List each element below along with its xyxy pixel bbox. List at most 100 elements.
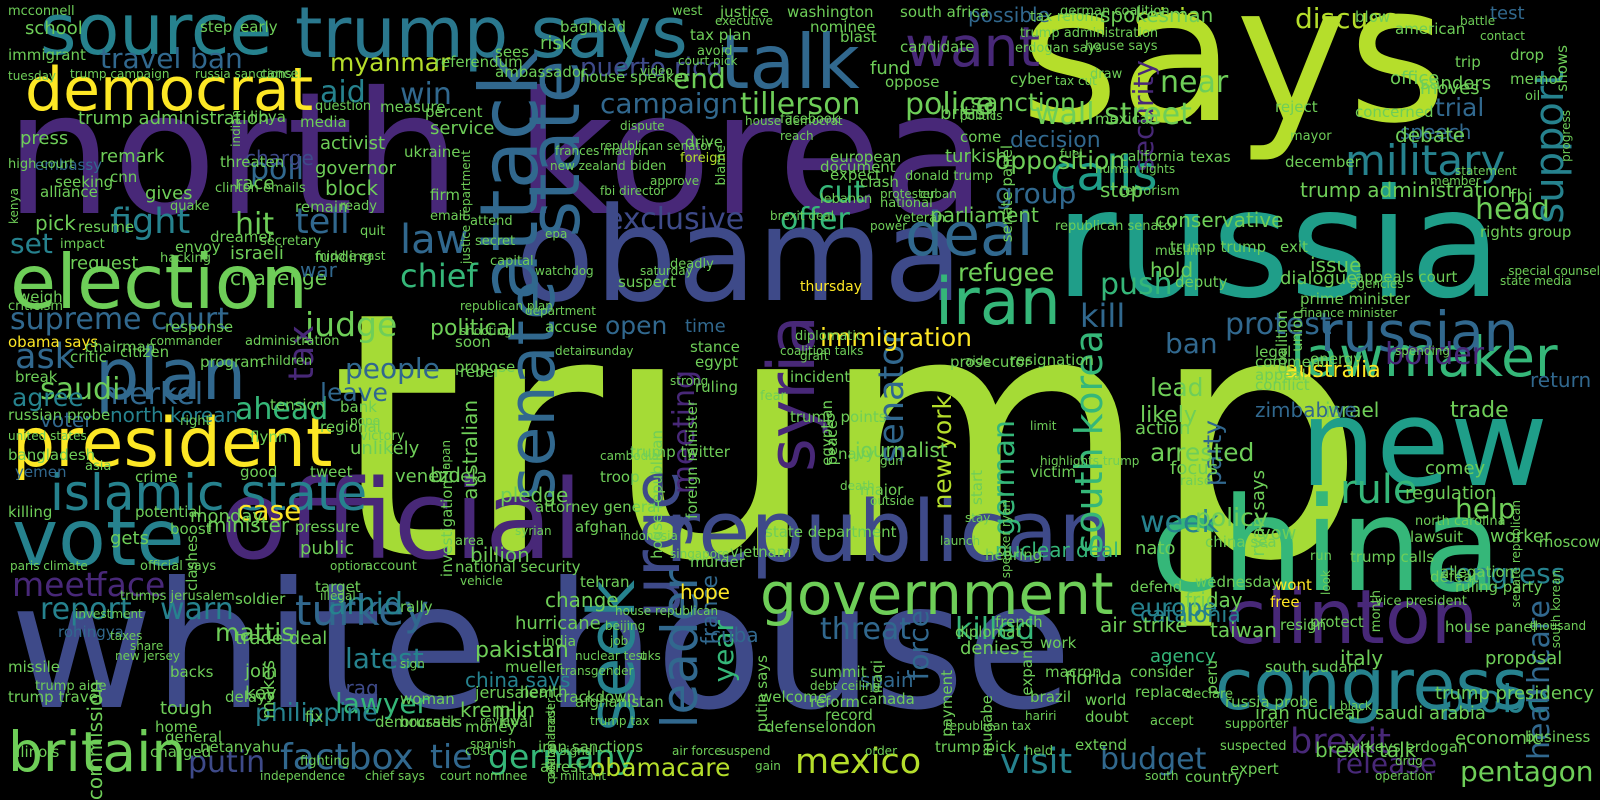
word-congress: congress — [1215, 644, 1529, 726]
word-russian-probe: russian probe — [8, 406, 111, 424]
word-order: order — [865, 744, 897, 758]
word-delay: delay — [225, 688, 266, 706]
word-gets: gets — [110, 528, 149, 549]
word-minister: minister — [207, 513, 290, 537]
word-funding: funding — [315, 248, 373, 266]
word-government: government — [760, 560, 1114, 628]
word-consider: consider — [1130, 663, 1194, 681]
word-defeat: defeat — [1430, 568, 1479, 586]
word-stance: stance — [690, 338, 740, 356]
word-refugee: refugee — [958, 258, 1055, 287]
word-area: area — [455, 534, 484, 549]
word-extend: extend — [1075, 736, 1127, 754]
word-pentagon: pentagon — [1460, 755, 1594, 788]
word-canada: canada — [860, 690, 915, 708]
word-review: review — [480, 714, 520, 728]
word-makes: makes — [258, 660, 279, 719]
word-trump-presidency: trump presidency — [1435, 683, 1594, 704]
word-ask: ask — [15, 337, 75, 377]
word-trump-trump: trump trump — [1170, 238, 1267, 256]
word-launch: launch — [940, 534, 981, 548]
word-reject: reject — [1275, 98, 1318, 116]
word-exit: exit — [1280, 238, 1308, 256]
word-public: public — [300, 538, 355, 559]
word-trip: trip — [1455, 53, 1481, 71]
word-ban: ban — [1165, 327, 1218, 360]
word-british: british — [940, 103, 997, 124]
word-defense: defense — [765, 718, 825, 736]
word-avoid: avoid — [697, 44, 733, 59]
word-victim: victim — [1030, 463, 1076, 481]
word-debate: debate — [1395, 123, 1466, 147]
word-ryan-says: ryan says — [1248, 470, 1269, 557]
word-police: police — [905, 87, 995, 122]
word-senate-panel: senate panel — [998, 145, 1016, 243]
word-opposition: opposition — [995, 146, 1126, 175]
word-statement: statement — [1455, 164, 1517, 178]
word-plan: plan — [95, 334, 247, 416]
word-saudi: saudi — [40, 372, 121, 407]
word-official: official — [220, 456, 583, 584]
word-trump-calls: trump calls — [1350, 548, 1435, 566]
word-kill: kill — [1080, 297, 1126, 335]
word-united-states: united states — [8, 429, 87, 443]
word-link: link — [495, 703, 527, 724]
word-set: set — [10, 227, 53, 260]
word-fighting: fighting — [300, 754, 350, 769]
word-doubt: doubt — [1085, 708, 1129, 726]
word-protect: protect — [1310, 613, 1364, 631]
word-action: action — [1135, 418, 1191, 439]
word-military: military — [1345, 136, 1506, 185]
word-exclusive: exclusive — [605, 202, 745, 237]
word-trump-campaign: trump campaign — [70, 67, 170, 81]
word-union: union — [1288, 310, 1306, 352]
word-charge: charge — [245, 146, 314, 170]
word-debt-ceiling: debt ceiling — [810, 679, 881, 693]
word-putin: putin — [188, 745, 266, 780]
word-arrested: arrested — [1150, 438, 1255, 467]
word-europe: europe — [1130, 593, 1218, 622]
word-tax-cut: tax cut — [1055, 74, 1097, 88]
word-measure: measure — [380, 98, 446, 116]
word-cancel: cancel — [260, 67, 303, 82]
word-head: head — [1475, 192, 1550, 227]
word-weigh: weigh — [18, 288, 63, 306]
word-lawyer: lawyer — [335, 687, 429, 720]
word-executive: executive — [715, 14, 774, 28]
word-republican-tax: republican tax — [945, 719, 1032, 733]
word-turkey: turkey — [295, 586, 429, 635]
word-north-korea: north korea — [5, 56, 987, 254]
word-house-panel: house panel — [1445, 618, 1537, 636]
word-mueller: mueller — [505, 658, 563, 676]
word-brexit-deal: brexit deal — [770, 209, 835, 223]
word-thursday: thursday — [800, 279, 863, 295]
word-kremlin: kremlin — [460, 698, 535, 722]
word-step: step — [200, 18, 233, 36]
word-department: department — [525, 304, 596, 318]
word-aide: aide — [965, 354, 991, 368]
word-pledge: pledge — [500, 483, 569, 507]
word-libya: libya — [250, 108, 286, 126]
word-incident: incident — [790, 368, 851, 386]
word-december: december — [1285, 153, 1361, 171]
word-free: free — [1270, 593, 1300, 611]
word-leave: leave — [320, 378, 388, 407]
word-country: country — [1185, 768, 1243, 786]
word-media: media — [300, 113, 347, 131]
word-tie: tie — [430, 737, 473, 776]
word-block: block — [325, 176, 379, 200]
word-near: near — [1160, 65, 1229, 100]
word-war: war — [300, 258, 337, 282]
word-illegal: illegal — [320, 589, 356, 603]
word-voter: voter — [40, 408, 93, 432]
word-fix: fix — [305, 708, 324, 726]
word-killed: killed — [955, 612, 1035, 647]
word-held: held — [1025, 744, 1054, 759]
word-sign: sign — [400, 657, 425, 671]
word-pressure: pressure — [295, 518, 360, 536]
word-blame: blame — [714, 145, 729, 186]
word-power: power — [870, 219, 908, 233]
word-envoy: envoy — [175, 238, 221, 256]
word-politics: politics — [960, 109, 1003, 123]
word-special-counsel: special counsel — [1508, 264, 1600, 278]
